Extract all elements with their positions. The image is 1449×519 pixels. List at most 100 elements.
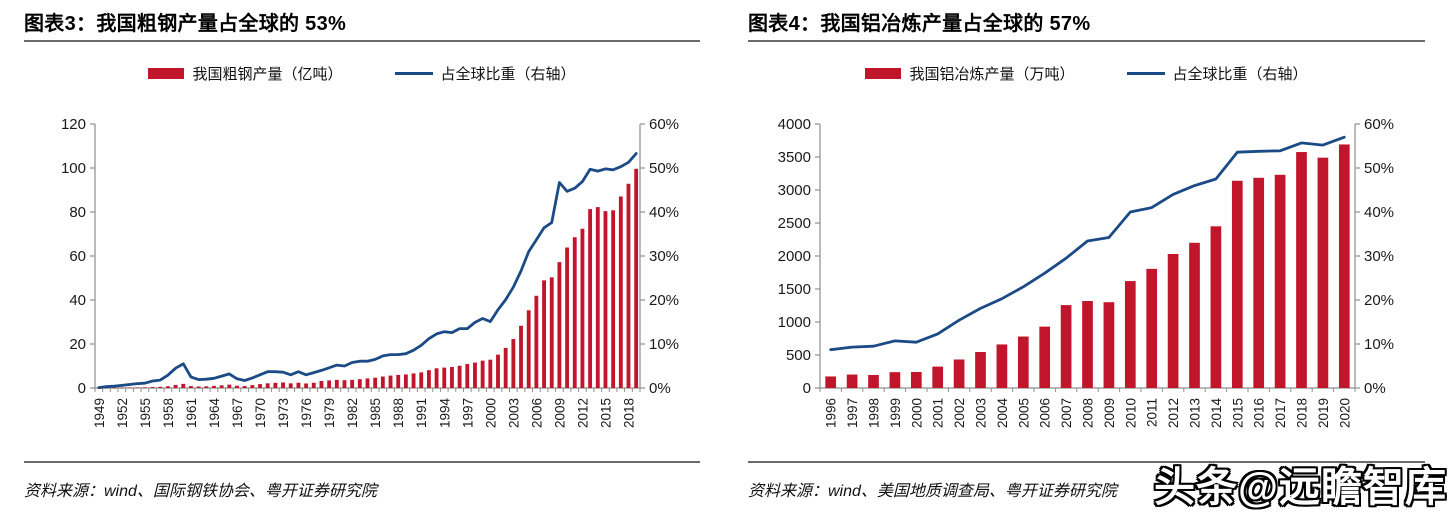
svg-text:100: 100 bbox=[61, 160, 86, 177]
svg-text:2003: 2003 bbox=[506, 398, 521, 428]
line-legend-swatch bbox=[394, 72, 433, 75]
svg-text:20%: 20% bbox=[649, 292, 679, 309]
chart3-legend: 我国粗钢产量（亿吨） 占全球比重（右轴） bbox=[0, 63, 724, 84]
svg-text:20%: 20% bbox=[1364, 292, 1394, 309]
line-legend-swatch bbox=[1126, 72, 1165, 75]
chart3-source-rule bbox=[24, 461, 700, 463]
svg-text:2018: 2018 bbox=[1295, 398, 1310, 428]
svg-text:2009: 2009 bbox=[552, 398, 567, 428]
svg-text:1997: 1997 bbox=[460, 398, 475, 428]
svg-text:2014: 2014 bbox=[1209, 398, 1224, 429]
chart4-source-rule bbox=[748, 461, 1425, 463]
svg-text:2002: 2002 bbox=[952, 398, 967, 428]
svg-text:50%: 50% bbox=[649, 160, 679, 177]
legend-item-line: 占全球比重（右轴） bbox=[394, 63, 576, 84]
bar-legend-swatch bbox=[865, 68, 902, 79]
svg-text:2015: 2015 bbox=[599, 398, 614, 428]
svg-text:2018: 2018 bbox=[622, 398, 637, 428]
aluminum-output-chart: 0 500 1000 1500 2000 2500 3000 3500 4000 0% 10% 20%… bbox=[778, 116, 1394, 429]
svg-text:2012: 2012 bbox=[1166, 398, 1181, 428]
svg-text:120: 120 bbox=[61, 116, 86, 133]
chart3-title: 图表3：我国粗钢产量占全球的 53% bbox=[24, 13, 347, 35]
svg-text:1999: 1999 bbox=[888, 398, 903, 428]
svg-text:40%: 40% bbox=[649, 204, 679, 221]
bar-legend-label: 我国铝冶炼产量（万吨） bbox=[909, 66, 1075, 83]
svg-text:60%: 60% bbox=[1364, 116, 1394, 133]
line-legend-label: 占全球比重（右轴） bbox=[1172, 66, 1308, 83]
svg-text:1961: 1961 bbox=[184, 398, 199, 428]
svg-text:2010: 2010 bbox=[1123, 398, 1138, 428]
svg-text:2019: 2019 bbox=[1316, 398, 1331, 428]
svg-text:30%: 30% bbox=[1364, 248, 1394, 265]
svg-text:1994: 1994 bbox=[437, 398, 452, 429]
svg-text:2000: 2000 bbox=[778, 248, 811, 265]
svg-text:40: 40 bbox=[69, 292, 86, 309]
svg-text:4000: 4000 bbox=[778, 116, 811, 133]
svg-text:50%: 50% bbox=[1364, 160, 1394, 177]
chart3-source-text: 资料来源：wind、国际钢铁协会、粤开证券研究院 bbox=[24, 483, 377, 500]
svg-text:1996: 1996 bbox=[824, 398, 839, 428]
svg-text:2000: 2000 bbox=[909, 398, 924, 428]
svg-text:1970: 1970 bbox=[253, 398, 268, 428]
chart4-source-text: 资料来源：wind、美国地质调查局、粤开证券研究院 bbox=[748, 483, 1117, 500]
svg-text:2500: 2500 bbox=[778, 215, 811, 232]
svg-text:2013: 2013 bbox=[1188, 398, 1203, 428]
svg-text:1988: 1988 bbox=[391, 398, 406, 428]
svg-text:2003: 2003 bbox=[974, 398, 989, 428]
svg-text:40%: 40% bbox=[1364, 204, 1394, 221]
svg-text:3500: 3500 bbox=[778, 149, 811, 166]
svg-text:2004: 2004 bbox=[995, 398, 1010, 429]
svg-text:2012: 2012 bbox=[575, 398, 590, 428]
svg-text:0: 0 bbox=[78, 380, 86, 397]
svg-text:0: 0 bbox=[803, 380, 811, 397]
legend-item-bars: 我国铝冶炼产量（万吨） bbox=[865, 63, 1075, 84]
svg-text:2005: 2005 bbox=[1016, 398, 1031, 428]
svg-text:60%: 60% bbox=[649, 116, 679, 133]
svg-text:2008: 2008 bbox=[1081, 398, 1096, 428]
svg-text:2016: 2016 bbox=[1252, 398, 1267, 428]
svg-text:1000: 1000 bbox=[778, 314, 811, 331]
chart4-title: 图表4：我国铝冶炼产量占全球的 57% bbox=[748, 13, 1091, 35]
svg-text:2011: 2011 bbox=[1145, 398, 1160, 427]
svg-text:1982: 1982 bbox=[345, 398, 360, 428]
svg-text:10%: 10% bbox=[649, 336, 679, 353]
watermark: 头条@远瞻智库 bbox=[1154, 464, 1447, 510]
svg-text:60: 60 bbox=[69, 248, 86, 265]
svg-text:1985: 1985 bbox=[368, 398, 383, 428]
svg-text:2020: 2020 bbox=[1337, 398, 1352, 428]
svg-text:1991: 1991 bbox=[414, 398, 429, 428]
bar-legend-swatch bbox=[148, 68, 185, 79]
svg-text:2006: 2006 bbox=[529, 398, 544, 428]
chart3-panel: 图表3：我国粗钢产量占全球的 53% 我国粗钢产量（亿吨） 占全球比重（右轴） … bbox=[0, 0, 724, 519]
svg-text:1949: 1949 bbox=[92, 398, 107, 428]
chart4-panel: 图表4：我国铝冶炼产量占全球的 57% 我国铝冶炼产量（万吨） 占全球比重（右轴… bbox=[724, 0, 1449, 519]
svg-text:20: 20 bbox=[69, 336, 86, 353]
chart4-legend: 我国铝冶炼产量（万吨） 占全球比重（右轴） bbox=[724, 63, 1449, 84]
svg-text:2009: 2009 bbox=[1102, 398, 1117, 428]
svg-text:0%: 0% bbox=[1364, 380, 1386, 397]
svg-text:1955: 1955 bbox=[138, 398, 153, 428]
svg-text:2001: 2001 bbox=[931, 398, 946, 428]
legend-item-line: 占全球比重（右轴） bbox=[1126, 63, 1308, 84]
chart4-title-rule bbox=[748, 40, 1425, 42]
svg-text:30%: 30% bbox=[649, 248, 679, 265]
svg-text:2006: 2006 bbox=[1038, 398, 1053, 428]
svg-text:1979: 1979 bbox=[322, 398, 337, 428]
svg-text:1976: 1976 bbox=[299, 398, 314, 428]
svg-text:2015: 2015 bbox=[1230, 398, 1245, 428]
svg-text:1958: 1958 bbox=[161, 398, 176, 428]
svg-text:1964: 1964 bbox=[207, 398, 222, 429]
svg-text:1998: 1998 bbox=[867, 398, 882, 428]
svg-text:3000: 3000 bbox=[778, 182, 811, 199]
svg-text:1500: 1500 bbox=[778, 281, 811, 298]
svg-text:0%: 0% bbox=[649, 380, 671, 397]
line-legend-label: 占全球比重（右轴） bbox=[440, 66, 576, 83]
steel-output-chart: 0 20 40 60 80 100 120 0% 10% 20% 30% 40% 50% 60% 1949 1… bbox=[61, 116, 679, 429]
svg-text:1952: 1952 bbox=[115, 398, 130, 428]
svg-text:1997: 1997 bbox=[845, 398, 860, 428]
bar-legend-label: 我国粗钢产量（亿吨） bbox=[192, 66, 343, 83]
svg-text:10%: 10% bbox=[1364, 336, 1394, 353]
legend-item-bars: 我国粗钢产量（亿吨） bbox=[148, 63, 343, 84]
svg-text:1967: 1967 bbox=[230, 398, 245, 428]
svg-text:2007: 2007 bbox=[1059, 398, 1074, 428]
